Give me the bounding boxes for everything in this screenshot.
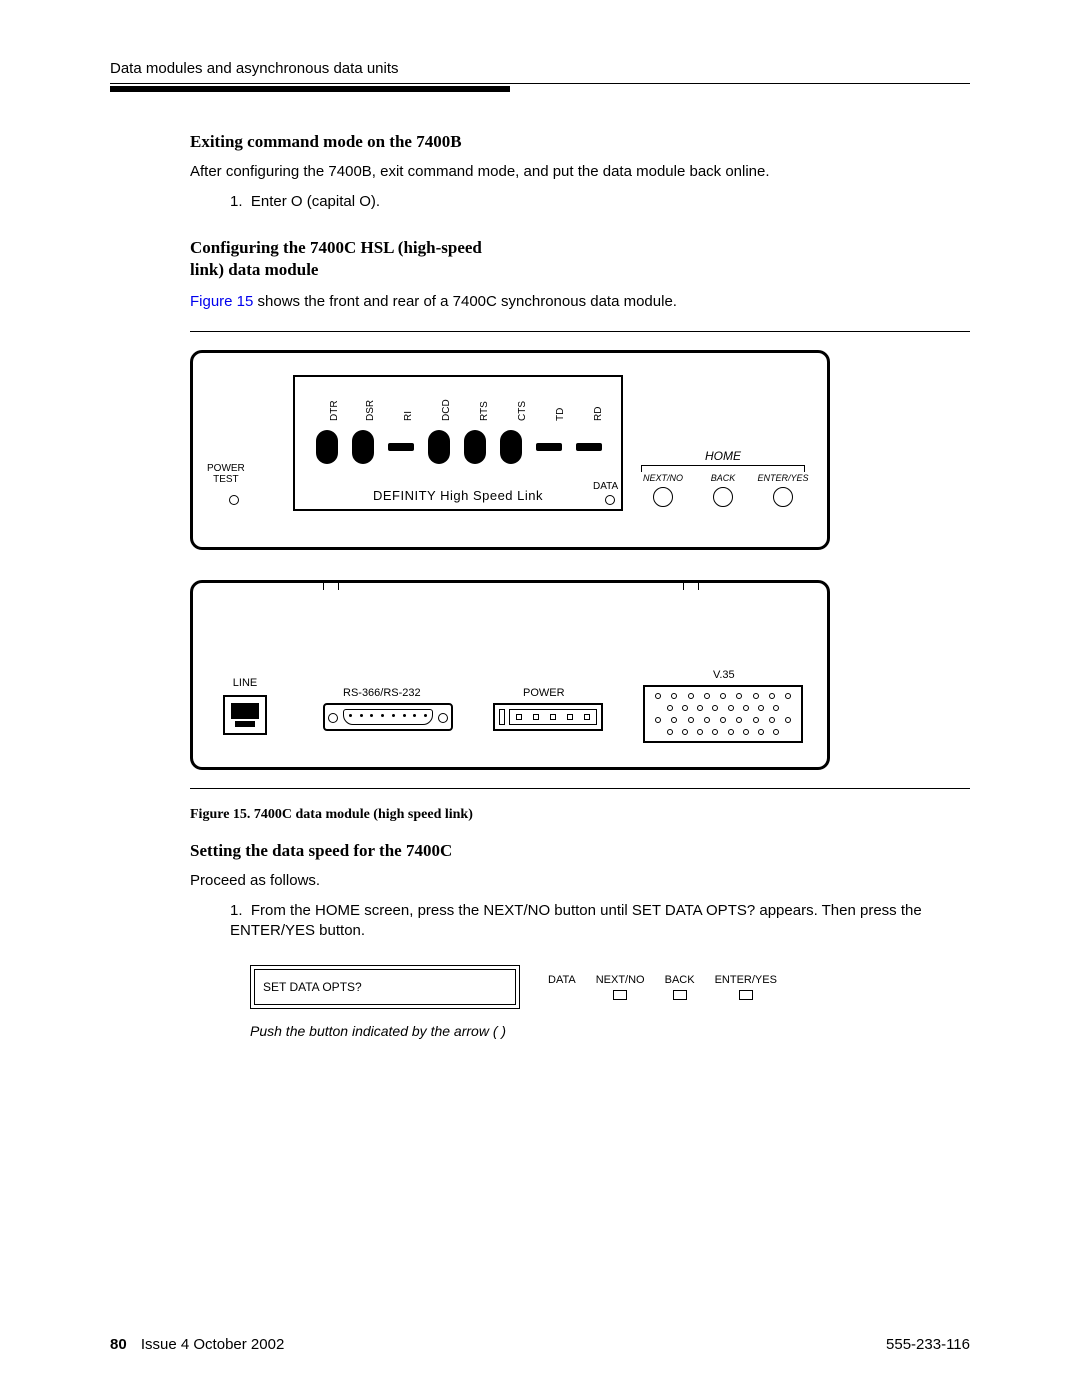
para-set-speed: Proceed as follows. xyxy=(190,871,970,891)
issue-date: Issue 4 October 2002 xyxy=(141,1336,284,1353)
home-label: HOME xyxy=(633,449,813,463)
step-speed-1-text: From the HOME screen, press the NEXT/NO … xyxy=(230,902,922,939)
mini-next-label: NEXT/NO xyxy=(596,974,645,986)
led-labels: DTR DSR RI DCD RTS CTS TD RD xyxy=(295,381,621,423)
led-label-td: TD xyxy=(555,407,566,420)
led-dcd xyxy=(428,430,450,464)
heading-config-7400c: Configuring the 7400C HSL (high-speed li… xyxy=(190,237,490,283)
led-rd xyxy=(576,443,602,451)
led-dtr xyxy=(316,430,338,464)
figure-15-link[interactable]: Figure 15 xyxy=(190,293,253,310)
rear-power-port xyxy=(493,703,603,731)
led-label-dsr: DSR xyxy=(365,400,376,421)
para-config-rest: shows the front and rear of a 7400C sync… xyxy=(253,293,677,310)
rear-line-label: LINE xyxy=(223,677,267,689)
step-speed-1: 1. From the HOME screen, press the NEXT/… xyxy=(230,901,970,942)
led-label-cts: CTS xyxy=(517,401,528,421)
btn-enter-label: ENTER/YES xyxy=(753,473,813,483)
para-config-7400c: Figure 15 shows the front and rear of a … xyxy=(190,292,970,312)
led-row xyxy=(295,425,621,469)
para-exit-cmd: After configuring the 7400B, exit comman… xyxy=(190,162,970,182)
led-ri xyxy=(388,443,414,451)
mini-back-label: BACK xyxy=(665,974,695,986)
db-screw-left xyxy=(328,713,338,723)
mini-data-label: DATA xyxy=(548,974,576,986)
rear-notch-left xyxy=(323,582,339,590)
power-test-led xyxy=(229,495,239,505)
doc-number: 555-233-116 xyxy=(886,1336,970,1353)
btn-back-label: BACK xyxy=(693,473,753,483)
figure-front-panel: DTR DSR RI DCD RTS CTS TD RD DEFINITY High Spee… xyxy=(190,350,830,550)
led-label-dtr: DTR xyxy=(329,400,340,421)
front-data-label: DATA xyxy=(593,481,618,492)
home-button-group: HOME NEXT/NO BACK ENTER/YES xyxy=(633,449,813,511)
db-pins xyxy=(349,714,427,717)
mini-display-frame: SET DATA OPTS? xyxy=(250,965,520,1009)
step-exit-1-text: Enter O (capital O). xyxy=(251,193,380,210)
mini-data-dot xyxy=(555,990,569,1000)
led-label-rts: RTS xyxy=(479,401,490,421)
mini-next-btn[interactable] xyxy=(613,990,627,1000)
figure-caption: Figure 15. 7400C data module (high speed… xyxy=(190,807,970,823)
rear-notch-right xyxy=(683,582,699,590)
mini-enter-btn[interactable] xyxy=(739,990,753,1000)
step-exit-1: 1. Enter O (capital O). xyxy=(230,192,970,212)
heading-exit-cmd: Exiting command mode on the 7400B xyxy=(190,132,970,152)
led-label-dcd: DCD xyxy=(441,399,452,421)
button-hint: Push the button indicated by the arrow (… xyxy=(250,1023,970,1039)
led-rts xyxy=(464,430,486,464)
heading-set-speed: Setting the data speed for the 7400C xyxy=(190,841,970,861)
btn-next[interactable] xyxy=(653,487,673,507)
btn-enter[interactable] xyxy=(773,487,793,507)
btn-next-label: NEXT/NO xyxy=(633,473,693,483)
db-shape xyxy=(343,709,433,725)
rear-v35-label: V.35 xyxy=(713,669,735,681)
header-rule-thick xyxy=(110,86,510,92)
rear-line-port xyxy=(223,695,267,735)
definity-label: DEFINITY High Speed Link xyxy=(295,488,621,503)
running-header: Data modules and asynchronous data units xyxy=(110,60,970,77)
led-label-rd: RD xyxy=(593,406,604,420)
led-dsr xyxy=(352,430,374,464)
figure-top-rule xyxy=(190,331,970,332)
home-bracket xyxy=(641,465,805,471)
rear-db-port xyxy=(323,703,453,731)
rear-v35-port xyxy=(643,685,803,743)
rear-power-label: POWER xyxy=(523,687,565,699)
figure-rear-panel: LINE RS-366/RS-232 POWER V.35 xyxy=(190,580,830,770)
db-screw-right xyxy=(438,713,448,723)
mini-display-text: SET DATA OPTS? xyxy=(254,969,516,1005)
front-data-led xyxy=(605,495,615,505)
btn-back[interactable] xyxy=(713,487,733,507)
mini-back-btn[interactable] xyxy=(673,990,687,1000)
header-rule-thin xyxy=(110,83,970,84)
power-test-label: POWERTEST xyxy=(207,463,245,485)
led-label-ri: RI xyxy=(403,411,414,421)
page-number: 80 xyxy=(110,1336,127,1353)
mini-enter-label: ENTER/YES xyxy=(715,974,777,986)
figure-bottom-rule xyxy=(190,788,970,789)
led-cts xyxy=(500,430,522,464)
led-td xyxy=(536,443,562,451)
led-box: DTR DSR RI DCD RTS CTS TD RD DEFINITY High Spee… xyxy=(293,375,623,511)
rear-rs-label: RS-366/RS-232 xyxy=(343,687,421,699)
mini-display-widget: SET DATA OPTS? DATA NEXT/NO BACK ENTER/Y… xyxy=(250,965,970,1009)
page-footer: 80 Issue 4 October 2002 555-233-116 xyxy=(110,1336,970,1353)
